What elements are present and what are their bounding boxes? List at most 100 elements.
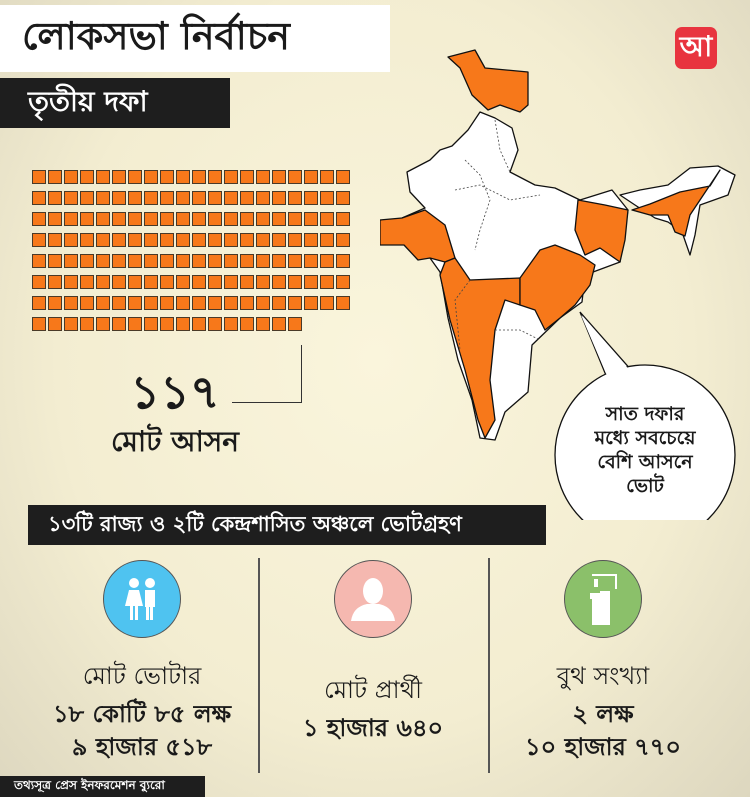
seat-square bbox=[96, 275, 110, 289]
seat-square bbox=[192, 170, 206, 184]
seat-square bbox=[128, 191, 142, 205]
seat-square bbox=[144, 212, 158, 226]
seat-square bbox=[48, 317, 62, 331]
seat-square bbox=[80, 275, 94, 289]
stat-value: ১০ হাজার ৭৭০ bbox=[525, 733, 681, 761]
logo: আ bbox=[675, 27, 717, 69]
seat-square bbox=[224, 254, 238, 268]
seat-square bbox=[64, 212, 78, 226]
seat-square bbox=[48, 254, 62, 268]
seat-square bbox=[144, 275, 158, 289]
seat-square bbox=[80, 233, 94, 247]
stat-value: ১ হাজার ৬৪০ bbox=[302, 714, 444, 742]
seat-square bbox=[112, 233, 126, 247]
seat-square bbox=[64, 254, 78, 268]
seat-square bbox=[256, 317, 270, 331]
seat-square bbox=[160, 254, 174, 268]
seat-square bbox=[160, 191, 174, 205]
seat-square bbox=[112, 212, 126, 226]
seat-square bbox=[32, 254, 46, 268]
seat-square bbox=[272, 296, 286, 310]
seat-square bbox=[208, 254, 222, 268]
seat-square bbox=[256, 191, 270, 205]
seat-square bbox=[336, 212, 350, 226]
seat-square bbox=[96, 317, 110, 331]
seat-square bbox=[304, 275, 318, 289]
seat-square bbox=[304, 233, 318, 247]
central-east-states bbox=[519, 244, 596, 331]
seat-square bbox=[272, 254, 286, 268]
seat-square bbox=[48, 212, 62, 226]
seat-label: মোট আসন bbox=[111, 425, 239, 458]
callout-line: সাত দফার bbox=[605, 403, 685, 425]
seat-square bbox=[224, 275, 238, 289]
seat-square bbox=[240, 254, 254, 268]
seat-square bbox=[176, 191, 190, 205]
states-banner: ১৩টি রাজ্য ও ২টি কেন্দ্রশাসিত অঞ্চলে ভোট… bbox=[28, 505, 546, 545]
seat-square bbox=[96, 233, 110, 247]
seat-square bbox=[320, 254, 334, 268]
voters-icon bbox=[103, 560, 181, 638]
seat-square bbox=[256, 275, 270, 289]
seat-square bbox=[336, 254, 350, 268]
seat-square bbox=[192, 275, 206, 289]
seat-square bbox=[272, 212, 286, 226]
seat-square bbox=[32, 317, 46, 331]
callout-bubble bbox=[554, 364, 736, 520]
seat-square bbox=[208, 233, 222, 247]
seat-square bbox=[128, 212, 142, 226]
seat-square bbox=[176, 254, 190, 268]
seat-square bbox=[96, 296, 110, 310]
seat-grid bbox=[32, 170, 362, 331]
callout-line: ভোট bbox=[626, 475, 664, 497]
seat-square bbox=[240, 191, 254, 205]
seat-square bbox=[272, 275, 286, 289]
seat-square bbox=[288, 233, 302, 247]
seat-square bbox=[112, 296, 126, 310]
source-credit: তথ্যসূত্র প্রেস ইনফরমেশন ব্যুরো bbox=[0, 776, 205, 797]
seat-square bbox=[192, 212, 206, 226]
seat-square bbox=[288, 212, 302, 226]
seat-square bbox=[96, 212, 110, 226]
seat-square bbox=[208, 212, 222, 226]
seat-square bbox=[320, 191, 334, 205]
seat-square bbox=[304, 212, 318, 226]
seat-square bbox=[304, 170, 318, 184]
seat-square bbox=[144, 191, 158, 205]
seat-square bbox=[176, 317, 190, 331]
seat-square bbox=[240, 170, 254, 184]
seat-square bbox=[288, 170, 302, 184]
seat-square bbox=[208, 191, 222, 205]
seat-square bbox=[96, 191, 110, 205]
seat-square bbox=[128, 254, 142, 268]
seat-square bbox=[112, 254, 126, 268]
seat-square bbox=[96, 170, 110, 184]
seat-square bbox=[160, 233, 174, 247]
seat-square bbox=[80, 317, 94, 331]
seat-square bbox=[240, 212, 254, 226]
seat-square bbox=[160, 275, 174, 289]
seat-square bbox=[256, 233, 270, 247]
seat-square bbox=[240, 275, 254, 289]
seat-square bbox=[144, 254, 158, 268]
title-text: লোকসভা নির্বাচন bbox=[22, 13, 290, 58]
seat-square bbox=[160, 296, 174, 310]
column-divider bbox=[258, 558, 260, 773]
jammu-kashmir bbox=[447, 49, 529, 113]
booth-icon bbox=[564, 560, 642, 638]
seat-square bbox=[48, 191, 62, 205]
seat-square bbox=[80, 212, 94, 226]
column-divider bbox=[488, 558, 490, 773]
seat-square bbox=[304, 296, 318, 310]
seat-square bbox=[336, 191, 350, 205]
seat-square bbox=[192, 233, 206, 247]
seat-square bbox=[224, 233, 238, 247]
seat-square bbox=[32, 170, 46, 184]
seat-square bbox=[112, 275, 126, 289]
seat-square bbox=[32, 233, 46, 247]
seat-square bbox=[320, 296, 334, 310]
seat-square bbox=[112, 170, 126, 184]
seat-square bbox=[240, 233, 254, 247]
seat-square bbox=[224, 170, 238, 184]
seat-square bbox=[288, 296, 302, 310]
